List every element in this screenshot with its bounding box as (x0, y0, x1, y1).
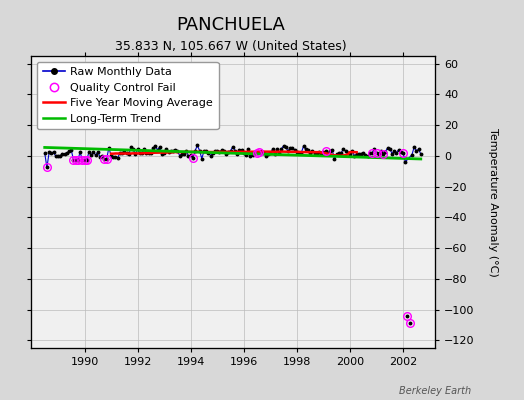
Y-axis label: Temperature Anomaly (°C): Temperature Anomaly (°C) (488, 128, 498, 276)
Text: 35.833 N, 105.667 W (United States): 35.833 N, 105.667 W (United States) (115, 40, 346, 53)
Legend: Raw Monthly Data, Quality Control Fail, Five Year Moving Average, Long-Term Tren: Raw Monthly Data, Quality Control Fail, … (37, 62, 219, 129)
Text: PANCHUELA: PANCHUELA (176, 16, 285, 34)
Text: Berkeley Earth: Berkeley Earth (399, 386, 472, 396)
